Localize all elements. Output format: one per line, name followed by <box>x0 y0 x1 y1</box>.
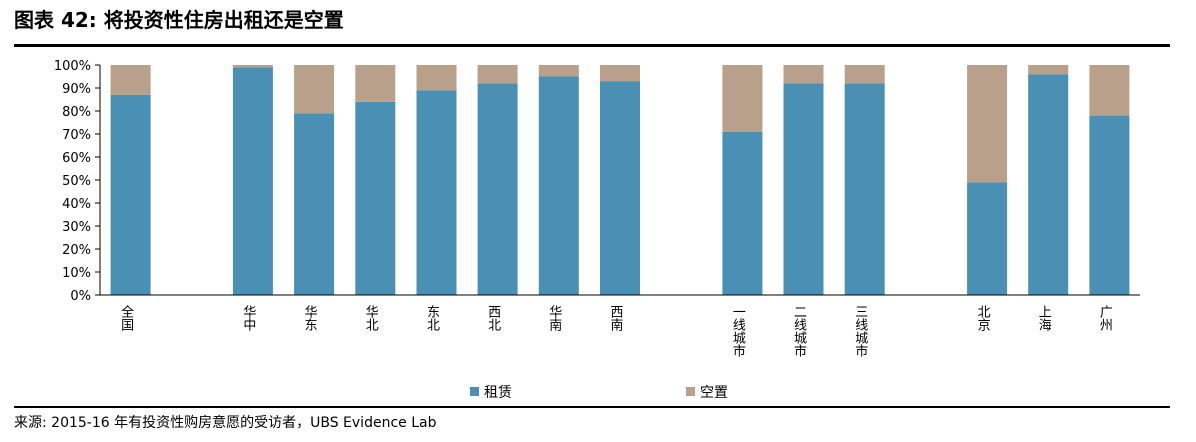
category-label: 东北 <box>424 305 440 332</box>
legend-swatch-rent <box>470 387 479 396</box>
bar-rent-5 <box>477 83 518 296</box>
legend: 租赁 空置 <box>470 385 728 401</box>
category-label: 华东 <box>302 305 318 331</box>
bar-vacant-3 <box>355 65 396 102</box>
chart-title: 图表 42: 将投资性住房出租还是空置 <box>14 8 344 32</box>
category-label: 一线城市 <box>730 305 746 357</box>
bar-rent-3 <box>355 101 396 295</box>
bar-rent-11 <box>967 182 1008 295</box>
bar-rent-6 <box>538 76 579 295</box>
bar-group <box>110 65 1130 296</box>
legend-label-rent: 租赁 <box>484 385 512 401</box>
y-tick-label: 60% <box>62 151 91 166</box>
legend-label-vacant: 空置 <box>700 385 728 401</box>
category-label: 西北 <box>485 305 501 332</box>
bar-vacant-7 <box>600 65 640 82</box>
y-tick-label: 90% <box>62 82 91 97</box>
bar-vacant-1 <box>232 65 273 68</box>
bar-vacant-12 <box>1028 65 1069 75</box>
bar-rent-8 <box>722 131 763 295</box>
category-label: 西南 <box>608 305 624 331</box>
category-label: 华北 <box>363 305 379 332</box>
category-label: 华南 <box>546 305 562 331</box>
bar-rent-2 <box>294 113 335 295</box>
bar-rent-1 <box>232 67 273 295</box>
bar-vacant-13 <box>1089 65 1130 116</box>
x-axis: 全国 华中 华东 华北 东北 西北 华南 西南 一线城市 二线城市 三线城市 北京 上海 广州 <box>100 294 1140 357</box>
bar-rent-9 <box>783 83 824 296</box>
y-tick-label: 50% <box>62 174 91 189</box>
category-label: 华中 <box>240 305 256 331</box>
bar-vacant-6 <box>538 65 579 77</box>
bar-rent-13 <box>1089 115 1130 295</box>
bar-rent-4 <box>416 90 457 295</box>
bar-vacant-2 <box>294 65 335 114</box>
source-note: 来源: 2015-16 年有投资性购房意愿的受访者，UBS Evidence L… <box>14 415 437 431</box>
y-tick-label: 70% <box>62 128 91 143</box>
category-label: 全国 <box>118 304 134 331</box>
y-tick-label: 80% <box>62 105 91 120</box>
bar-vacant-8 <box>722 65 763 132</box>
y-tick-label: 20% <box>62 243 91 258</box>
bar-vacant-10 <box>844 65 885 84</box>
bar-rent-12 <box>1028 74 1069 295</box>
top-rule <box>14 44 1170 47</box>
stacked-bar-chart: 0% 10% 20% 30% 40% 50% 60% 70% 80% 90% 100% 全国 华中 华东… <box>54 59 1140 401</box>
y-tick-label: 40% <box>62 197 91 212</box>
y-tick-label: 100% <box>54 59 91 74</box>
category-label: 二线城市 <box>791 305 807 357</box>
bar-vacant-11 <box>967 65 1008 183</box>
category-label: 上海 <box>1036 305 1052 331</box>
bar-rent-0 <box>110 94 151 296</box>
category-label: 北京 <box>975 305 991 331</box>
y-axis: 0% 10% 20% 30% 40% 50% 60% 70% 80% 90% 100% <box>54 59 101 304</box>
legend-swatch-vacant <box>686 387 695 396</box>
y-tick-label: 0% <box>70 289 91 304</box>
bar-vacant-4 <box>416 65 457 91</box>
bar-vacant-9 <box>783 65 824 84</box>
category-label: 三线城市 <box>852 305 868 357</box>
category-label: 广州 <box>1097 305 1113 331</box>
bar-vacant-0 <box>110 65 151 95</box>
bar-vacant-5 <box>477 65 518 84</box>
bottom-rule <box>14 406 1170 408</box>
bar-rent-7 <box>600 81 640 295</box>
y-tick-label: 10% <box>62 266 91 281</box>
y-tick-label: 30% <box>62 220 91 235</box>
bar-rent-10 <box>844 83 885 296</box>
